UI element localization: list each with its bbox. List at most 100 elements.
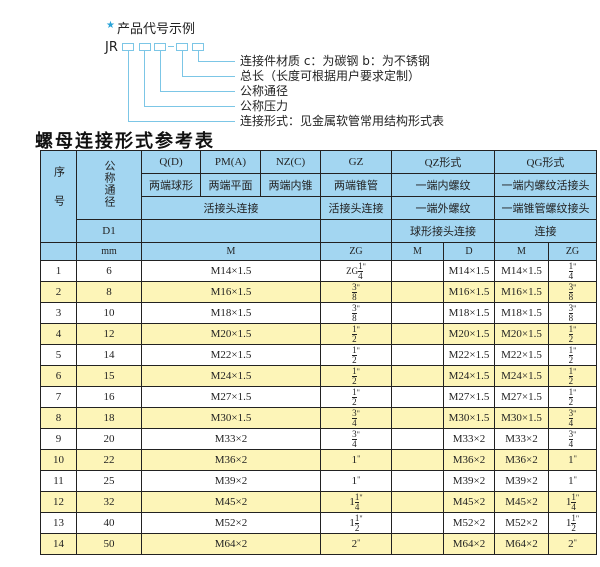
row-qz-m [391, 533, 444, 555]
code-dash [168, 46, 174, 47]
header-dn: 公称通径 [76, 150, 142, 220]
row-qz-d: M45×2 [443, 491, 495, 513]
row-dn: 20 [76, 428, 142, 450]
example-title: 产品代号示例 [117, 22, 196, 37]
header-qg-zg: ZG [548, 242, 597, 261]
leader-line [128, 51, 129, 121]
row-qz-d: M27×1.5 [443, 386, 495, 408]
table-row: 11 25 M39×2 1" M39×2 M39×2 1" [40, 470, 597, 492]
row-no: 11 [40, 470, 77, 492]
row-qz-m [391, 344, 444, 366]
header-qz-d: D [443, 242, 495, 261]
header-qg-m: M [494, 242, 549, 261]
header-mm: mm [76, 242, 142, 261]
code-box-3 [154, 43, 166, 51]
row-qz-m [391, 281, 444, 303]
leader-line [160, 51, 161, 91]
leader-line [198, 51, 199, 61]
row-qz-m [391, 512, 444, 534]
row-dn: 12 [76, 323, 142, 345]
row-qg-m: M33×2 [494, 428, 549, 450]
leader-line [198, 61, 235, 62]
row-qg-m: M52×2 [494, 512, 549, 534]
row-zg: 3 8 " [320, 281, 392, 303]
table-row: 10 22 M36×2 1" M36×2 M36×2 1" [40, 449, 597, 471]
table-row: 7 16 M27×1.5 1 2 " M27×1.5 M27×1.5 1 2 " [40, 386, 597, 408]
row-qg-zg: 3 4 " [548, 407, 597, 429]
header-qg-connection: 一端锥管螺纹接头 [494, 196, 597, 220]
whole-number: 1 [349, 516, 355, 529]
row-qg-zg: 3 8 " [548, 302, 597, 324]
row-no: 13 [40, 512, 77, 534]
header-q-desc: 两端球形 [141, 173, 201, 197]
row-qz-d: M18×1.5 [443, 302, 495, 324]
header-empty [141, 219, 321, 243]
row-dn: 6 [76, 260, 142, 282]
row-zg: 1 1 2 " [320, 512, 392, 534]
header-gz: GZ [320, 150, 392, 174]
label-connection: 连接形式：见金属软管常用结构形式表 [240, 114, 445, 128]
row-qg-zg: 1 2 " [548, 386, 597, 408]
table-title: 螺母连接形式参考表 [35, 131, 215, 152]
header-qg-desc: 一端内螺纹活接头 [494, 173, 597, 197]
header-empty [320, 219, 392, 243]
table-row: 5 14 M22×1.5 1 2 " M22×1.5 M22×1.5 1 2 " [40, 344, 597, 366]
row-dn: 40 [76, 512, 142, 534]
row-qg-m: M64×2 [494, 533, 549, 555]
row-qg-zg: 1 1 4 " [548, 491, 597, 513]
row-no: 3 [40, 302, 77, 324]
row-m: M30×1.5 [141, 407, 321, 429]
row-qg-m: M14×1.5 [494, 260, 549, 282]
row-qg-m: M16×1.5 [494, 281, 549, 303]
label-diameter: 公称通径 [240, 84, 289, 98]
row-qz-d: M30×1.5 [443, 407, 495, 429]
table-row: 2 8 M16×1.5 3 8 " M16×1.5 M16×1.5 3 8 " [40, 281, 597, 303]
row-qg-zg: 1 1 2 " [548, 512, 597, 534]
header-zg: ZG [320, 242, 392, 261]
table-row: 14 50 M64×2 2" M64×2 M64×2 2" [40, 533, 597, 555]
row-dn: 14 [76, 344, 142, 366]
header-qg: QG形式 [494, 150, 597, 174]
row-m: M24×1.5 [141, 365, 321, 387]
code-box-2 [139, 43, 151, 51]
row-qg-m: M20×1.5 [494, 323, 549, 345]
leader-line [144, 106, 235, 107]
row-no: 6 [40, 365, 77, 387]
nut-connection-table: 序号 公称通径 Q(D) PM(A) NZ(C) GZ QZ形式 QG形式 两端… [40, 150, 597, 555]
row-qg-zg: 2" [548, 533, 597, 555]
row-qg-m: M22×1.5 [494, 344, 549, 366]
row-m: M27×1.5 [141, 386, 321, 408]
row-qg-m: M39×2 [494, 470, 549, 492]
row-qg-zg: 1 4 " [548, 260, 597, 282]
row-m: M45×2 [141, 491, 321, 513]
whole-number: 1 [351, 475, 358, 487]
row-m: M14×1.5 [141, 260, 321, 282]
row-dn: 25 [76, 470, 142, 492]
row-zg: 1 1 4 " [320, 491, 392, 513]
table-row: 6 15 M24×1.5 1 2 " M24×1.5 M24×1.5 1 2 " [40, 365, 597, 387]
row-no: 1 [40, 260, 77, 282]
row-dn: 50 [76, 533, 142, 555]
header-union-connection: 活接头连接 [141, 196, 321, 220]
row-dn: 15 [76, 365, 142, 387]
row-qz-d: M22×1.5 [443, 344, 495, 366]
table-row: 12 32 M45×2 1 1 4 " M45×2 M45×2 1 1 4 " [40, 491, 597, 513]
header-m: M [141, 242, 321, 261]
leader-line [144, 51, 145, 106]
header-qz-m: M [391, 242, 444, 261]
row-no: 9 [40, 428, 77, 450]
